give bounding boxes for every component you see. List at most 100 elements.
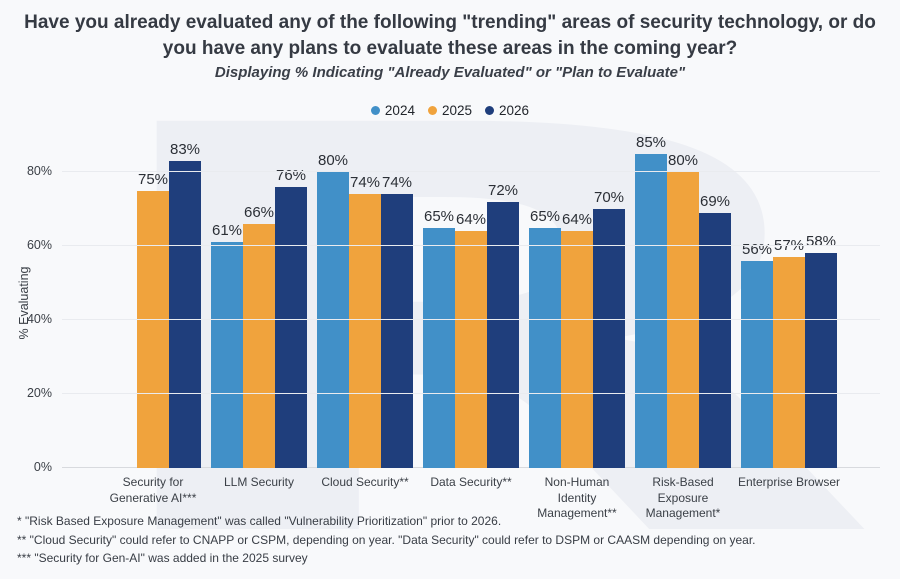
x-axis-labels: Security for Generative AI*** LLM Securit… [62, 475, 880, 522]
bar-value-label: 72% [487, 181, 519, 199]
gridline-40 [62, 319, 880, 320]
bar-2025-1 [243, 223, 275, 468]
bar-group-0: 75% 83% [100, 138, 206, 468]
footnotes: * "Risk Based Exposure Management" was c… [17, 514, 756, 570]
x-axis-label-6: Enterprise Browser [737, 475, 841, 489]
bar-slot-2025-0: 75% [137, 170, 169, 468]
bar-2026-3 [487, 201, 519, 468]
bar-group-4: 65% 64% 70% [524, 138, 630, 468]
x-axis-label-0: Security for Generative AI*** [109, 475, 197, 505]
bar-value-label: 70% [593, 189, 625, 206]
legend-item-2025: 2025 [427, 103, 473, 118]
bar-slot-2024-6: 56% [741, 241, 773, 468]
bar-2024-1 [211, 242, 243, 468]
legend-label: 2026 [499, 103, 530, 118]
y-tick-label-20: 20% [26, 386, 52, 400]
bar-2026-5 [699, 212, 731, 468]
bar-group-5: 85% 80% 69% [630, 134, 736, 468]
bar-slot-2024-1: 61% [211, 222, 243, 468]
legend-dot-2024 [370, 106, 380, 115]
bar-group-2: 80% 74% 74% [312, 138, 418, 468]
legend-item-2024: 2024 [370, 103, 415, 118]
bar-value-label: 58% [805, 233, 837, 251]
legend-dot-2025 [427, 106, 437, 115]
bar-value-label: 56% [741, 240, 773, 258]
bar-2026-2 [381, 194, 413, 468]
bar-2024-3 [423, 227, 455, 468]
bar-slot-2026-6: 58% [805, 233, 837, 468]
footnote-line-2: ** "Cloud Security" could refer to CNAPP… [17, 532, 756, 547]
gridline-80 [62, 171, 880, 172]
bar-value-label: 64% [561, 211, 593, 229]
bar-2025-5 [667, 172, 699, 468]
bar-slot-2024-4: 65% [529, 207, 561, 468]
bar-slot-2026-3: 72% [487, 182, 519, 468]
bar-slot-2025-2: 74% [349, 174, 381, 468]
y-tick-label-60: 60% [26, 238, 52, 252]
legend-label: 2024 [384, 103, 415, 118]
plot-area: 75% 83% 61% 66% 76% 80% 74% 74% 65% 64% 72% 65% 64% 7… [62, 134, 880, 468]
bar-2025-2 [349, 194, 381, 468]
x-axis-label-5: Risk-Based Exposure Management* [645, 475, 721, 521]
bar-group-1: 61% 66% 76% [206, 138, 312, 468]
bar-2024-4 [529, 227, 561, 468]
bar-value-label: 74% [381, 174, 413, 192]
bar-slot-2026-5: 69% [699, 193, 731, 468]
bar-2026-4 [593, 209, 625, 468]
bar-2025-0 [137, 190, 169, 468]
bar-value-label: 61% [211, 222, 243, 240]
bar-2025-3 [455, 231, 487, 468]
bar-2024-5 [635, 153, 667, 468]
y-axis-title: % Evaluating [17, 266, 31, 340]
bar-2025-6 [773, 257, 805, 468]
x-axis-label-2: Cloud Security** [321, 475, 409, 489]
bar-2024-2 [317, 172, 349, 468]
bar-2024-6 [741, 260, 773, 468]
bar-slot-2026-4: 70% [593, 189, 625, 468]
bar-slot-2025-3: 64% [455, 211, 487, 468]
bar-value-label: 80% [317, 152, 349, 169]
x-axis-label-1: LLM Security [223, 475, 295, 489]
legend: 2024 2025 2026 [0, 103, 900, 118]
x-axis-label-4: Non-Human Identity Management** [537, 475, 617, 521]
bar-value-label: 64% [455, 211, 487, 229]
bar-slot-2025-6: 57% [773, 237, 805, 468]
bar-value-label: 80% [667, 152, 699, 169]
bar-slot-2026-0: 83% [169, 141, 201, 468]
bar-slot-2025-1: 66% [243, 204, 275, 468]
bar-value-label: 75% [137, 170, 169, 188]
bar-slot-2025-4: 64% [561, 211, 593, 468]
bar-group-3: 65% 64% 72% [418, 138, 524, 468]
bar-groups: 75% 83% 61% 66% 76% 80% 74% 74% 65% 64% 72% 65% 64% 7… [62, 134, 880, 468]
bar-slot-2026-1: 76% [275, 167, 307, 468]
gridline-20 [62, 393, 880, 394]
bar-value-label: 65% [529, 207, 561, 225]
bar-slot-2024-5: 85% [635, 133, 667, 468]
y-tick-label-40: 40% [26, 312, 52, 326]
legend-dot-2026 [485, 106, 495, 115]
bar-slot-2025-5: 80% [667, 152, 699, 468]
bar-value-label: 65% [423, 207, 455, 225]
y-tick-label-80: 80% [26, 164, 52, 178]
bar-slot-2024-3: 65% [423, 207, 455, 468]
bar-slot-2026-2: 74% [381, 174, 413, 468]
bar-group-6: 56% 57% 58% [736, 138, 842, 468]
bar-2026-1 [275, 186, 307, 468]
bar-2026-0 [169, 160, 201, 468]
bar-value-label: 85% [635, 133, 667, 151]
legend-item-2026: 2026 [485, 103, 529, 118]
x-axis-label-3: Data Security** [430, 475, 512, 489]
bar-value-label: 83% [169, 140, 201, 158]
y-tick-label-0: 0% [33, 460, 52, 474]
chart-title: Have you already evaluated any of the fo… [24, 12, 876, 60]
legend-label: 2025 [441, 103, 473, 118]
chart-subtitle: Displaying % Indicating "Already Evaluat… [214, 64, 686, 82]
bar-slot-2024-2: 80% [317, 152, 349, 468]
footnote-line-3: *** "Security for Gen-AI" was added in t… [17, 551, 308, 565]
bar-value-label: 66% [243, 203, 275, 221]
bar-2025-4 [561, 231, 593, 468]
bar-2026-6 [805, 253, 837, 468]
bar-value-label: 74% [349, 174, 381, 192]
bar-value-label: 69% [699, 192, 731, 210]
